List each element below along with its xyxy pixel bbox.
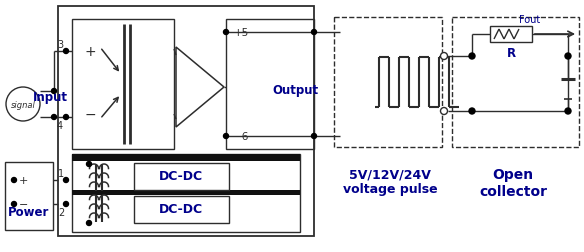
Text: R: R <box>506 46 516 59</box>
Circle shape <box>311 134 317 139</box>
Text: voltage pulse: voltage pulse <box>343 183 437 196</box>
Bar <box>72 190 300 195</box>
Circle shape <box>64 49 68 54</box>
Bar <box>72 154 300 232</box>
Circle shape <box>224 30 228 35</box>
Circle shape <box>440 108 447 115</box>
Bar <box>72 154 300 161</box>
Text: DC-DC: DC-DC <box>159 170 203 183</box>
Text: DC-DC: DC-DC <box>159 203 203 216</box>
Text: +: + <box>19 175 29 185</box>
Circle shape <box>6 88 40 121</box>
Circle shape <box>12 202 16 207</box>
Circle shape <box>12 178 16 183</box>
Circle shape <box>86 162 92 167</box>
Circle shape <box>64 115 68 120</box>
Bar <box>226 20 314 149</box>
Text: +: + <box>84 45 96 59</box>
Bar <box>452 18 579 147</box>
Bar <box>134 196 229 223</box>
Text: −6: −6 <box>234 132 249 141</box>
Text: 2: 2 <box>58 207 64 217</box>
Circle shape <box>64 202 68 207</box>
Text: Power: Power <box>8 206 50 219</box>
Text: Fout: Fout <box>519 15 541 25</box>
Circle shape <box>51 89 57 94</box>
Bar <box>58 7 314 236</box>
Text: Input: Input <box>33 91 68 104</box>
Text: 4: 4 <box>57 120 63 131</box>
Circle shape <box>224 134 228 139</box>
Bar <box>334 18 442 147</box>
Circle shape <box>565 109 571 115</box>
Text: Output: Output <box>272 83 318 96</box>
Bar <box>72 20 174 149</box>
Bar <box>5 162 53 230</box>
Text: 1: 1 <box>58 168 64 178</box>
Bar <box>490 27 532 43</box>
Text: Open: Open <box>492 167 534 181</box>
Text: collector: collector <box>479 184 547 198</box>
Text: −: − <box>84 108 96 121</box>
Circle shape <box>51 115 57 120</box>
Circle shape <box>469 54 475 60</box>
Circle shape <box>64 178 68 183</box>
Text: 3: 3 <box>57 40 63 50</box>
Circle shape <box>86 220 92 226</box>
Text: 5V/12V/24V: 5V/12V/24V <box>349 168 431 181</box>
Circle shape <box>440 53 447 60</box>
Text: −: − <box>19 199 29 209</box>
Circle shape <box>311 30 317 35</box>
Text: +5: +5 <box>234 28 249 38</box>
Text: signal: signal <box>11 100 36 109</box>
Circle shape <box>469 109 475 115</box>
Bar <box>134 163 229 190</box>
Circle shape <box>565 54 571 60</box>
